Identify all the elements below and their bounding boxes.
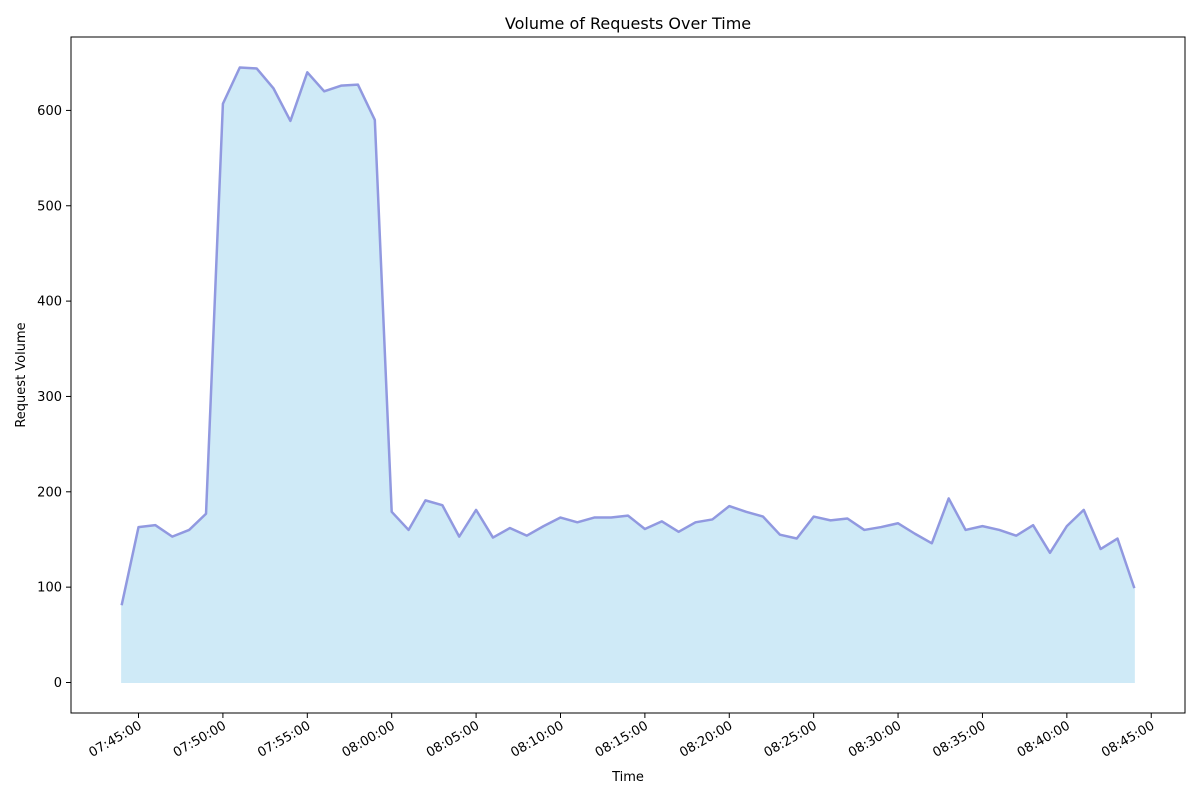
plot-frame — [70, 36, 1186, 714]
x-tick-label: 08:30:00 — [846, 718, 904, 760]
x-tick-label: 08:40:00 — [1015, 718, 1073, 760]
series-line — [120, 66, 1136, 606]
x-tick-label: 08:10:00 — [508, 718, 566, 760]
x-tick-label: 08:45:00 — [1099, 718, 1157, 760]
y-axis-label: Request Volume — [14, 322, 29, 427]
x-axis: 07:45:00 07:50:00 07:55:00 08:00:00 08:05:00… — [86, 713, 1157, 761]
x-tick-label: 08:35:00 — [930, 718, 988, 760]
x-tick-label: 07:55:00 — [255, 718, 313, 760]
x-tick-label: 08:15:00 — [593, 718, 651, 760]
plot-area — [120, 66, 1136, 683]
y-axis: 0 100 200 300 400 500 600 — [37, 104, 71, 691]
x-tick-label: 08:20:00 — [677, 718, 735, 760]
x-axis-label: Time — [611, 770, 644, 785]
y-tick-label: 0 — [54, 676, 62, 691]
x-tick-label: 07:50:00 — [171, 718, 229, 760]
y-tick-label: 500 — [37, 199, 62, 214]
chart-title: Volume of Requests Over Time — [505, 14, 751, 33]
y-tick-label: 400 — [37, 295, 62, 310]
y-tick-label: 100 — [37, 581, 62, 596]
y-tick-label: 200 — [37, 485, 62, 500]
x-tick-label: 08:00:00 — [340, 718, 398, 760]
y-tick-label: 300 — [37, 390, 62, 405]
series-area — [121, 66, 1135, 683]
y-tick-label: 600 — [37, 104, 62, 119]
x-tick-label: 08:05:00 — [424, 718, 482, 760]
x-tick-label: 08:25:00 — [762, 718, 820, 760]
x-tick-label: 07:45:00 — [86, 718, 144, 760]
